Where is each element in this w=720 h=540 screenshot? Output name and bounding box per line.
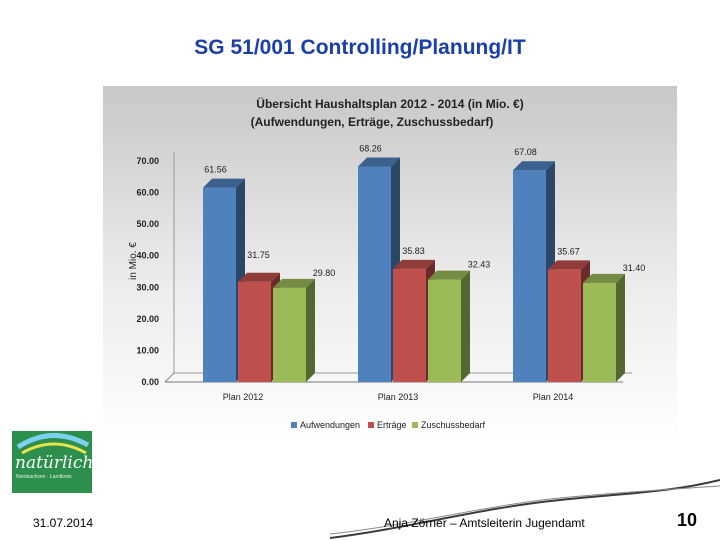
bar-top bbox=[393, 259, 435, 269]
legend-swatch-ertraege bbox=[368, 422, 374, 428]
x-tick-label: Plan 2012 bbox=[223, 392, 264, 402]
bar-zuschussbedarf bbox=[428, 279, 461, 382]
data-label: 67.08 bbox=[514, 147, 537, 157]
bar-top bbox=[513, 161, 555, 171]
footer-author: Anja Zörner – Amtsleiterin Jugendamt bbox=[384, 516, 585, 530]
slide-title: SG 51/001 Controlling/Planung/IT bbox=[194, 36, 526, 59]
x-tick-label: Plan 2014 bbox=[533, 392, 574, 402]
legend-label: Zuschussbedarf bbox=[421, 420, 486, 430]
bar-top bbox=[428, 270, 470, 280]
data-label: 31.75 bbox=[247, 250, 270, 260]
legend-label: Aufwendungen bbox=[300, 420, 360, 430]
legend-swatch-zuschussbedarf bbox=[412, 422, 418, 428]
bar-side bbox=[461, 270, 470, 382]
legend: Aufwendungen Erträge Zuschussbedarf bbox=[291, 420, 486, 430]
chart-title-line1: Übersicht Haushaltsplan 2012 - 2014 (in … bbox=[256, 96, 523, 111]
y-tick-label: 60.00 bbox=[136, 188, 159, 198]
footer-wave-decoration bbox=[330, 479, 720, 539]
data-label: 68.26 bbox=[359, 143, 382, 153]
axis-corner bbox=[164, 372, 175, 383]
chart-title-line2: (Aufwendungen, Erträge, Zuschussbedarf) bbox=[251, 115, 494, 129]
y-tick-label: 10.00 bbox=[136, 345, 159, 355]
bar-erträge bbox=[393, 268, 426, 382]
bar-top bbox=[583, 273, 625, 283]
logo-swirl-icon bbox=[16, 433, 90, 455]
data-label: 35.83 bbox=[402, 246, 425, 256]
natuerlich-logo: natürlich! Nordsachsen · Landkreis bbox=[12, 431, 92, 493]
y-tick-label: 20.00 bbox=[136, 314, 159, 324]
y-axis-label: in Mio. € bbox=[128, 242, 139, 280]
logo-subtext: Nordsachsen · Landkreis bbox=[16, 474, 72, 480]
bar-top bbox=[273, 278, 315, 288]
data-label: 32.43 bbox=[468, 260, 491, 270]
bar-zuschussbedarf bbox=[273, 287, 306, 382]
bar-zuschussbedarf bbox=[583, 282, 616, 382]
x-tick-label: Plan 2013 bbox=[378, 392, 419, 402]
bar-erträge bbox=[238, 281, 271, 382]
bar-top bbox=[548, 260, 590, 270]
legend-swatch-aufwendungen bbox=[291, 422, 297, 428]
y-tick-label: 50.00 bbox=[136, 219, 159, 229]
chart-panel: Übersicht Haushaltsplan 2012 - 2014 (in … bbox=[103, 86, 677, 444]
footer-date: 31.07.2014 bbox=[33, 516, 94, 530]
bar-chart: Übersicht Haushaltsplan 2012 - 2014 (in … bbox=[128, 96, 646, 430]
bar-side bbox=[306, 278, 315, 382]
logo-text: natürlich! bbox=[15, 453, 92, 473]
bar-aufwendungen bbox=[203, 187, 236, 382]
bar-aufwendungen bbox=[358, 166, 391, 382]
data-label: 31.40 bbox=[623, 263, 646, 273]
y-tick-label: 40.00 bbox=[136, 251, 159, 261]
y-tick-label: 0.00 bbox=[141, 377, 159, 387]
bar-side bbox=[616, 273, 625, 382]
bar-aufwendungen bbox=[513, 170, 546, 382]
page-number: 10 bbox=[677, 510, 698, 530]
bar-top bbox=[358, 157, 400, 167]
bar-top bbox=[238, 272, 280, 282]
bar-erträge bbox=[548, 269, 581, 382]
data-label: 35.67 bbox=[557, 246, 580, 256]
y-tick-label: 70.00 bbox=[136, 156, 159, 166]
legend-label: Erträge bbox=[377, 420, 407, 430]
data-label: 29.80 bbox=[313, 268, 336, 278]
bar-top bbox=[203, 178, 245, 188]
data-label: 61.56 bbox=[204, 165, 227, 175]
y-tick-label: 30.00 bbox=[136, 282, 159, 292]
